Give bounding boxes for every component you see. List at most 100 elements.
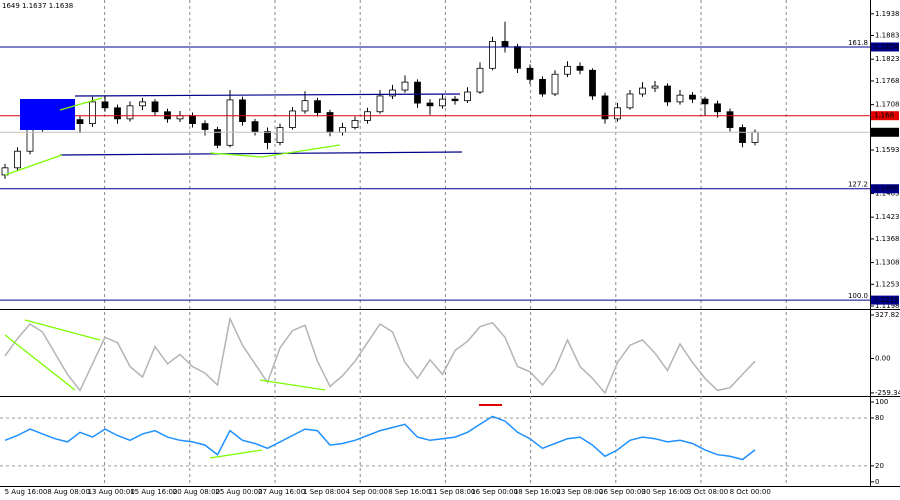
- y-tick-label: 0: [875, 478, 879, 486]
- price-box: [871, 184, 899, 194]
- trend-line: [4, 154, 63, 176]
- candle-body: [301, 100, 309, 112]
- indicator-line: [4, 415, 756, 461]
- channel-bottom: [59, 151, 463, 156]
- trend-line: [59, 97, 103, 111]
- x-tick-label: 27 Aug 16:00: [258, 488, 305, 496]
- y-tick-label: 1.1308: [875, 259, 900, 267]
- candle-body: [314, 100, 321, 113]
- candle-body: [251, 121, 259, 132]
- candle-body: [639, 87, 646, 95]
- y-tick-label: 1.1253: [875, 280, 900, 288]
- candle-body: [414, 81, 421, 104]
- candle-body: [264, 131, 271, 143]
- candle-body: [376, 95, 384, 113]
- candle-body: [101, 101, 109, 109]
- candle-body: [126, 105, 134, 120]
- x-tick-label: 23 Sep 08:00: [556, 488, 603, 496]
- candle-body: [464, 91, 471, 102]
- channel-top: [74, 93, 461, 97]
- price-box-label: 1.168: [874, 112, 894, 120]
- x-tick-label: 18 Sep 16:00: [514, 488, 561, 496]
- candle-body: [439, 98, 446, 107]
- candle-body: [676, 94, 684, 103]
- candle-body: [339, 127, 346, 133]
- candle-body: [239, 99, 246, 123]
- current-price-label: 1.1638: [874, 128, 899, 136]
- y-tick-label: 1.1768: [875, 77, 900, 85]
- trend-line: [4, 334, 76, 391]
- level-label: 100.0: [848, 292, 868, 300]
- candle-body: [714, 103, 721, 113]
- candle-body: [501, 41, 509, 47]
- candle-body: [539, 78, 546, 95]
- y-tick-label: 327.826: [875, 311, 900, 319]
- candle-body: [89, 101, 96, 124]
- x-tick-label: 8 Sep 16:00: [388, 488, 430, 496]
- divergence-lines: [4, 97, 341, 459]
- candle-body: [289, 110, 296, 128]
- channel: [59, 93, 463, 156]
- trend-line: [261, 144, 341, 158]
- trend-line: [24, 319, 101, 341]
- x-tick-label: 1 Sep 08:00: [303, 488, 345, 496]
- candle-body: [739, 127, 746, 143]
- candle-body: [526, 67, 534, 80]
- x-tick-label: 26 Sep 00:00: [599, 488, 646, 496]
- header: 1649 1.1637 1.1638: [2, 2, 73, 10]
- candle-body: [651, 85, 659, 89]
- candle-body: [401, 81, 409, 91]
- y-tick-label: -259.342: [875, 389, 900, 397]
- candle-body: [139, 101, 146, 107]
- price-box: [871, 295, 899, 305]
- candle-body: [551, 73, 559, 95]
- y-tick-label: 1.1198: [875, 302, 900, 310]
- price-box-label: 1.1213: [874, 296, 899, 304]
- candle-body: [664, 85, 671, 103]
- indicator-line: [4, 316, 756, 395]
- candle-body: [451, 98, 459, 102]
- candle-body: [601, 95, 609, 120]
- price-box-label: 1.1854: [874, 43, 899, 51]
- candle-body: [701, 98, 709, 105]
- y-tick-label: 100: [875, 398, 888, 406]
- candle-body: [114, 107, 121, 120]
- candle-body: [26, 127, 34, 152]
- candle-body: [351, 120, 359, 128]
- candle-body: [276, 127, 284, 143]
- candle-body: [726, 111, 734, 128]
- y-tick-label: 20: [875, 462, 884, 470]
- x-tick-label: 5 Aug 16:00: [5, 488, 48, 496]
- content: 1.1938 1.1883 1.1823 1.1768 1.1708 1.1593 1.14…: [0, 10, 900, 496]
- trend-line: [209, 449, 263, 459]
- x-tick-label: 30 Sep 16:00: [642, 488, 689, 496]
- candle-body: [689, 94, 696, 100]
- x-tick-label: 3 Oct 08:00: [687, 488, 728, 496]
- candle-body: [389, 89, 396, 97]
- candle-body: [564, 65, 571, 75]
- candle-body: [489, 41, 496, 69]
- candle-body: [76, 119, 84, 124]
- candle-body: [214, 129, 221, 146]
- level-label: 161.8: [848, 39, 868, 47]
- price-box: [871, 42, 899, 52]
- y-tick-label: 0.00: [875, 355, 891, 363]
- candle-body: [626, 93, 634, 109]
- x-tick-label: 13 Aug 00:00: [88, 488, 135, 496]
- candle-body: [426, 102, 434, 107]
- y-tick-label: 1.1823: [875, 55, 900, 63]
- y-tick-label: 1.1593: [875, 146, 900, 154]
- price-box: [871, 111, 899, 121]
- y-tick-label: 1.1483: [875, 189, 900, 197]
- candle-body: [14, 150, 21, 169]
- x-tick-label: 25 Aug 00:00: [215, 488, 262, 496]
- y-tick-label: 1.1883: [875, 32, 900, 40]
- x-tick-label: 4 Sep 00:00: [346, 488, 388, 496]
- price-box: [871, 127, 899, 137]
- y-tick-label: 1.1708: [875, 101, 900, 109]
- candle-body: [514, 46, 521, 69]
- candle-body: [476, 67, 484, 93]
- x-tick-label: 16 Sep 00:00: [471, 488, 518, 496]
